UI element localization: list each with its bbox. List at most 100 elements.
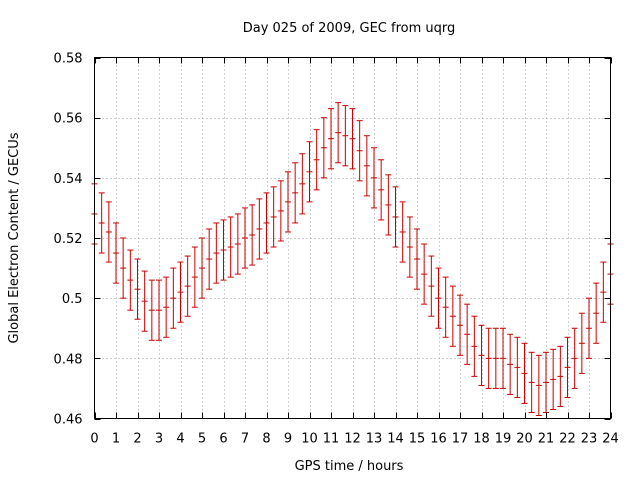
x-tick-label: 16 — [430, 432, 447, 447]
data-point — [428, 255, 435, 317]
x-tick-label: 24 — [602, 432, 619, 447]
x-tick-label: 9 — [284, 432, 292, 447]
x-tick-label: 13 — [366, 432, 383, 447]
y-axis-label: Global Electron Content / GECUs — [7, 132, 22, 343]
data-point — [141, 270, 148, 332]
data-point — [464, 303, 471, 365]
x-tick-label: 0 — [90, 432, 98, 447]
data-point — [134, 258, 141, 320]
data-point — [242, 207, 248, 269]
data-point — [471, 315, 478, 377]
data-point — [500, 327, 506, 389]
x-tick-label: 2 — [133, 432, 141, 447]
data-point — [399, 201, 406, 263]
data-point — [113, 222, 119, 284]
data-point — [220, 219, 227, 281]
x-tick-label: 6 — [219, 432, 227, 447]
data-point — [313, 129, 320, 191]
x-tick-label: 1 — [112, 432, 120, 447]
x-tick-label: 3 — [155, 432, 163, 447]
data-point — [306, 141, 313, 203]
data-point — [277, 180, 284, 242]
y-tick-label: 0.46 — [54, 413, 83, 428]
data-point — [191, 246, 198, 308]
x-tick-label: 5 — [198, 432, 206, 447]
data-point — [543, 351, 549, 413]
data-point — [550, 348, 557, 410]
data-point — [449, 285, 456, 347]
data-point — [328, 108, 334, 170]
x-tick-label: 22 — [559, 432, 576, 447]
data-point — [406, 216, 413, 278]
data-point — [385, 174, 392, 236]
x-tick-label: 7 — [241, 432, 249, 447]
y-tick-label: 0.52 — [54, 232, 83, 247]
data-point — [528, 351, 535, 413]
data-point — [292, 162, 299, 224]
data-point — [571, 327, 578, 389]
data-point — [485, 327, 492, 389]
x-tick-label: 21 — [538, 432, 555, 447]
data-point — [299, 153, 306, 215]
x-tick-label: 10 — [301, 432, 318, 447]
x-tick-label: 18 — [473, 432, 490, 447]
x-axis-label: GPS time / hours — [295, 459, 404, 474]
data-point — [120, 237, 127, 299]
y-tick-label: 0.48 — [54, 352, 83, 367]
data-point — [421, 243, 428, 305]
data-point — [507, 333, 514, 395]
x-tick-label: 4 — [176, 432, 184, 447]
data-point — [213, 222, 220, 284]
data-point — [392, 186, 399, 248]
data-point — [414, 228, 420, 290]
data-point — [349, 108, 356, 170]
data-point — [593, 282, 600, 344]
chart-title: Day 025 of 2009, GEC from uqrg — [243, 21, 456, 36]
x-tick-label: 17 — [452, 432, 469, 447]
data-point — [199, 237, 205, 299]
data-point — [371, 147, 377, 209]
data-point — [263, 192, 270, 254]
data-series — [91, 102, 614, 416]
data-point — [227, 216, 234, 278]
data-point — [478, 324, 485, 386]
data-point — [184, 255, 191, 317]
x-tick-label: 19 — [495, 432, 512, 447]
y-tick-label: 0.54 — [54, 172, 83, 187]
data-point — [378, 159, 385, 221]
data-point — [285, 171, 291, 233]
data-point — [320, 117, 327, 179]
data-point — [177, 261, 184, 323]
data-point — [600, 261, 607, 323]
data-point — [564, 336, 571, 398]
data-point — [170, 267, 177, 329]
data-point — [127, 249, 134, 311]
x-tick-label: 23 — [581, 432, 598, 447]
data-point — [557, 345, 564, 407]
x-tick-label: 20 — [516, 432, 533, 447]
data-point — [105, 201, 112, 263]
data-point — [492, 327, 499, 389]
data-point — [586, 297, 592, 359]
data-point — [234, 213, 241, 275]
data-point — [335, 102, 342, 164]
y-tick-label: 0.56 — [54, 112, 83, 127]
data-point — [342, 105, 349, 167]
data-point — [256, 198, 263, 260]
x-tick-label: 14 — [387, 432, 404, 447]
data-point — [363, 135, 370, 197]
data-point — [521, 342, 528, 404]
y-tick-label: 0.5 — [62, 292, 83, 307]
axis-ticks: 0 1 2 3 4 5 6 7 8 9 10 11 12 13 14 15 16 17 18 19 20 21 22 23 24… — [54, 52, 619, 447]
x-tick-label: 15 — [409, 432, 426, 447]
data-point — [156, 279, 162, 341]
data-point — [148, 279, 155, 341]
data-point — [514, 336, 521, 398]
data-point — [435, 267, 442, 329]
data-point — [98, 192, 105, 254]
data-point — [535, 354, 542, 416]
data-point — [270, 186, 277, 248]
data-point — [249, 204, 256, 266]
